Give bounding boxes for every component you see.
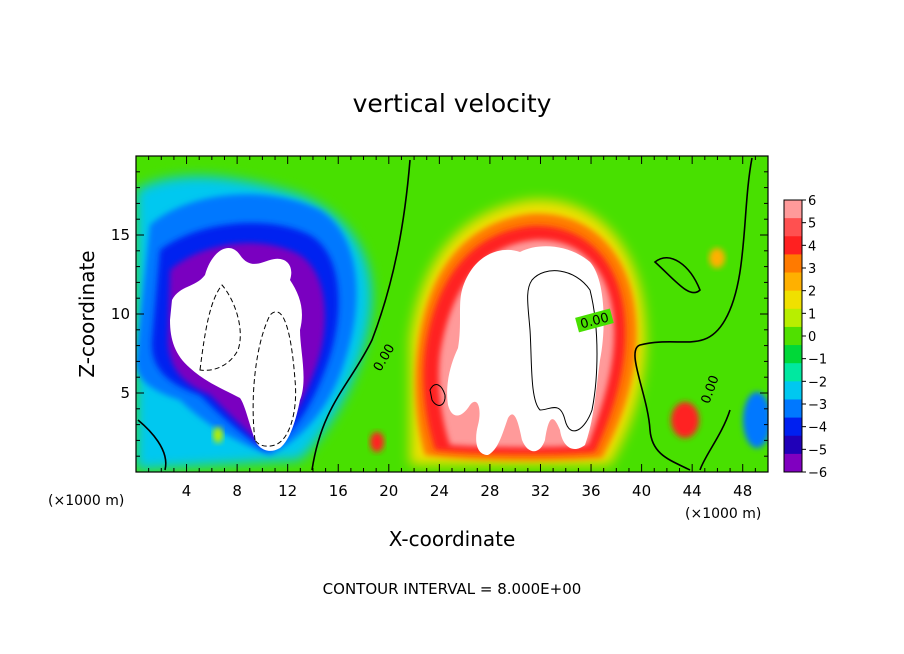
cell-2 — [709, 248, 725, 268]
x-axis-label: X-coordinate — [389, 527, 516, 551]
x-axis-ticks: 4 8 12 16 20 24 28 32 36 40 44 48 — [148, 156, 756, 500]
colorbar: 6 5 4 3 2 1 0 −1 −2 −3 −4 −5 −6 — [783, 194, 827, 481]
x-tick-label: 24 — [430, 482, 449, 500]
x-tick-label: 48 — [733, 482, 752, 500]
zero-contour-2 — [634, 157, 753, 471]
zero-contours — [137, 157, 753, 471]
colorbar-swatch — [784, 435, 802, 455]
colorbar-tick-label: 2 — [808, 285, 816, 300]
colorbar-swatch — [784, 290, 802, 310]
updraft-core — [447, 246, 604, 455]
contour-label-bg — [575, 308, 614, 333]
downdraft-core — [170, 247, 304, 451]
colorbar-tick-label: −3 — [808, 398, 827, 413]
x-tick-label: 20 — [379, 482, 398, 500]
cell-5 — [213, 427, 223, 443]
x-tick-label: 40 — [632, 482, 651, 500]
y-axis-label: Z-coordinate — [75, 250, 99, 377]
zero-contour-1 — [311, 159, 411, 471]
x-tick-label: 16 — [329, 482, 348, 500]
zero-contour-4 — [137, 419, 167, 471]
colorbar-swatch — [784, 363, 802, 382]
zero-contour-3 — [653, 257, 701, 294]
y-tick-label: 5 — [120, 384, 130, 402]
y-tick-label: 15 — [111, 226, 130, 244]
contour-label-bg — [368, 338, 400, 377]
cell-4 — [743, 392, 768, 448]
neg-contour-1 — [199, 284, 241, 371]
zero-contour-5 — [699, 409, 731, 471]
x-unit-left: (×1000 m) — [48, 493, 124, 509]
colorbar-swatch — [784, 200, 802, 219]
x-unit-right: (×1000 m) — [685, 506, 761, 522]
plot-area: 0.000.000.00 4 8 12 16 20 24 28 32 36 40 44 48 5101… — [111, 155, 769, 500]
pos-contour-2 — [429, 384, 446, 406]
pos-contour-1 — [527, 270, 598, 432]
cell-1 — [671, 402, 699, 438]
cell-3 — [370, 432, 384, 452]
colorbar-tick-label: 5 — [808, 217, 816, 232]
updraft-region — [410, 199, 646, 465]
colorbar-tick-label: 6 — [808, 194, 816, 209]
x-tick-label: 44 — [683, 482, 702, 500]
colorbar-swatch — [784, 254, 802, 274]
colorbar-swatch — [784, 453, 802, 473]
contour-interval-note: CONTOUR INTERVAL = 8.000E+00 — [323, 580, 582, 598]
neg-contour-2 — [252, 311, 297, 447]
negative-contours — [199, 284, 297, 447]
chart-title: vertical velocity — [353, 89, 552, 118]
x-tick-label: 32 — [531, 482, 550, 500]
x-tick-label: 12 — [278, 482, 297, 500]
x-tick-label: 4 — [182, 482, 192, 500]
positive-contours — [429, 270, 598, 432]
colorbar-swatch — [784, 308, 802, 328]
colorbar-tick-label: −1 — [808, 353, 827, 368]
x-tick-label: 28 — [480, 482, 499, 500]
colorbar-tick-label: −5 — [808, 443, 827, 458]
x-tick-label: 8 — [232, 482, 242, 500]
colorbar-swatch — [784, 236, 802, 255]
colorbar-tick-label: 1 — [808, 307, 816, 322]
colorbar-tick-label: −4 — [808, 421, 827, 436]
colorbar-swatch — [784, 345, 802, 364]
contour-label: 0.00 — [579, 310, 611, 332]
y-axis-ticks: 5 10 15 — [111, 171, 768, 457]
downdraft-region — [136, 176, 372, 470]
colorbar-swatch — [784, 381, 802, 400]
colorbar-swatch — [784, 272, 802, 292]
y-tick-label: 10 — [111, 305, 130, 323]
colorbar-tick-label: −2 — [808, 375, 827, 390]
colorbar-swatch — [784, 399, 802, 419]
colorbar-swatch — [784, 326, 802, 346]
small-cells — [213, 248, 768, 452]
contour-label-bg — [696, 369, 723, 409]
colorbar-swatch — [784, 417, 802, 437]
colorbar-swatch — [784, 218, 802, 237]
colorbar-tick-label: 3 — [808, 262, 816, 277]
colorbar-tick-label: 4 — [808, 239, 816, 254]
colorbar-tick-label: −6 — [808, 466, 827, 481]
colorbar-tick-label: 0 — [808, 330, 816, 345]
x-tick-label: 36 — [581, 482, 600, 500]
